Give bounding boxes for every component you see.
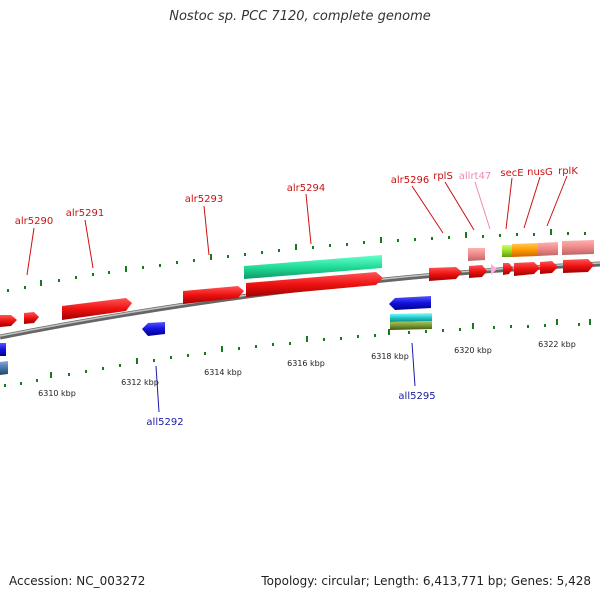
gene-arrow[interactable] [563, 259, 594, 273]
scale-label: 6320 kbp [454, 346, 492, 355]
reverse-tick-track [4, 319, 591, 387]
scale-label: 6322 kbp [538, 340, 576, 349]
page-title: Nostoc sp. PCC 7120, complete genome [169, 9, 431, 24]
gene-label-rplS[interactable]: rplS [433, 171, 453, 182]
gene-label-all5295[interactable]: all5295 [398, 391, 435, 402]
gene-rplS-feature[interactable] [468, 248, 485, 261]
gene-rplK-feature[interactable] [538, 242, 558, 256]
gene-label-rplK[interactable]: rplK [558, 166, 578, 177]
gene-label-nusG[interactable]: nusG [527, 167, 553, 178]
gene-secE[interactable] [503, 263, 513, 275]
gene-label-alr5294[interactable]: alr5294 [287, 183, 325, 194]
leader-lines [26, 175, 568, 413]
gene-nusG-feature[interactable] [512, 243, 538, 257]
gene-secE-feature[interactable] [502, 245, 512, 257]
gene-alr5294[interactable] [246, 272, 383, 297]
gene-all5295-feature-b[interactable] [390, 321, 432, 330]
accession-text: Accession: NC_003272 [9, 574, 146, 588]
scale-labels: 6310 kbp 6312 kbp 6314 kbp 6316 kbp 6318… [38, 340, 576, 398]
reverse-genes [0, 296, 432, 375]
gene-all5292[interactable] [142, 322, 165, 336]
gene-nusG[interactable] [514, 262, 540, 276]
gene-alr5296[interactable] [429, 267, 462, 281]
gene-arrow[interactable] [0, 315, 17, 327]
gene-label-secE[interactable]: secE [500, 168, 523, 179]
forward-genes [0, 240, 594, 327]
gene-all5295-feature-a[interactable] [390, 313, 432, 322]
gene-rplS[interactable] [469, 265, 487, 278]
gene-label-alr5291[interactable]: alr5291 [66, 208, 104, 219]
gene-allrt47[interactable] [491, 264, 497, 275]
gene-label-all5292[interactable]: all5292 [146, 417, 183, 428]
gene-alr5291[interactable] [62, 298, 132, 320]
gene-alr5294-feature[interactable] [244, 255, 382, 279]
gene-feature[interactable] [562, 240, 594, 255]
scale-label: 6312 kbp [121, 378, 159, 387]
gene-rplK[interactable] [540, 261, 558, 274]
gene-label-alr5293[interactable]: alr5293 [185, 194, 223, 205]
scale-label: 6316 kbp [287, 359, 325, 368]
gene-labels: alr5290 alr5291 alr5293 alr5294 alr5296 … [15, 166, 579, 428]
gene-all5295[interactable] [389, 296, 431, 310]
scale-label: 6314 kbp [204, 368, 242, 377]
gene-label-alr5296[interactable]: alr5296 [391, 175, 429, 186]
gene-label-allrt47[interactable]: allrt47 [459, 171, 491, 182]
scale-label: 6318 kbp [371, 352, 409, 361]
forward-tick-track [7, 229, 586, 292]
gene-arrow[interactable] [0, 343, 6, 356]
scale-label: 6310 kbp [38, 389, 76, 398]
gene-alr5293[interactable] [183, 286, 244, 304]
gene-label-alr5290[interactable]: alr5290 [15, 216, 53, 227]
gene-arrow[interactable] [24, 312, 39, 324]
genome-summary-text: Topology: circular; Length: 6,413,771 bp… [261, 574, 591, 588]
gene-arrow[interactable] [0, 361, 8, 375]
